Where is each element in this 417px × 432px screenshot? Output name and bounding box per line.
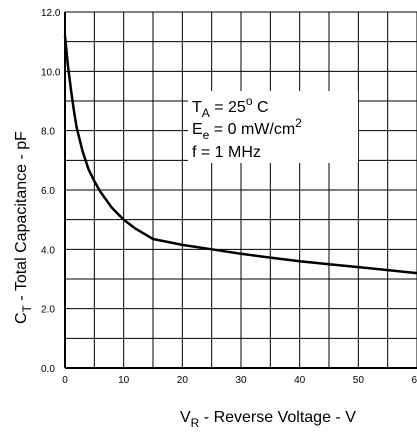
axes xyxy=(64,11,417,369)
x-tick-label: 0 xyxy=(62,375,68,386)
x-tick-label: 40 xyxy=(294,375,306,386)
annotation: TA = 25o C Ee = 0 mW/cm2 f = 1 MHz xyxy=(188,91,358,163)
annotation-frequency: f = 1 MHz xyxy=(192,144,261,161)
y-tick-label: 2.0 xyxy=(41,305,55,316)
x-tick-label: 20 xyxy=(177,375,189,386)
series-line-0 xyxy=(63,35,417,275)
grid xyxy=(65,12,417,368)
x-tick-labels: 0 10 20 30 40 50 60 xyxy=(62,375,417,386)
x-tick-label: 50 xyxy=(353,375,365,386)
x-tick-label: 10 xyxy=(118,375,130,386)
y-tick-label: 4.0 xyxy=(41,245,55,256)
y-axis-label: CT - Total Capacitance - pF xyxy=(13,131,34,324)
y-tick-label: 0.0 xyxy=(41,364,55,375)
y-tick-label: 6.0 xyxy=(41,186,55,197)
y-tick-label: 10.0 xyxy=(41,67,61,78)
y-tick-label: 12.0 xyxy=(41,8,61,19)
annotation-irradiance: Ee = 0 mW/cm2 xyxy=(192,116,302,142)
x-axis-label: VR - Reverse Voltage - V xyxy=(180,409,356,430)
y-tick-label: 8.0 xyxy=(41,127,55,138)
annotation-background xyxy=(188,91,358,163)
y-tick-labels: 0.0 2.0 4.0 6.0 8.0 10.0 12.0 xyxy=(41,8,61,375)
x-tick-label: 30 xyxy=(235,375,247,386)
x-tick-label: 60 xyxy=(411,375,417,386)
annotation-temperature: TA = 25o C xyxy=(192,94,269,120)
series xyxy=(63,35,417,275)
